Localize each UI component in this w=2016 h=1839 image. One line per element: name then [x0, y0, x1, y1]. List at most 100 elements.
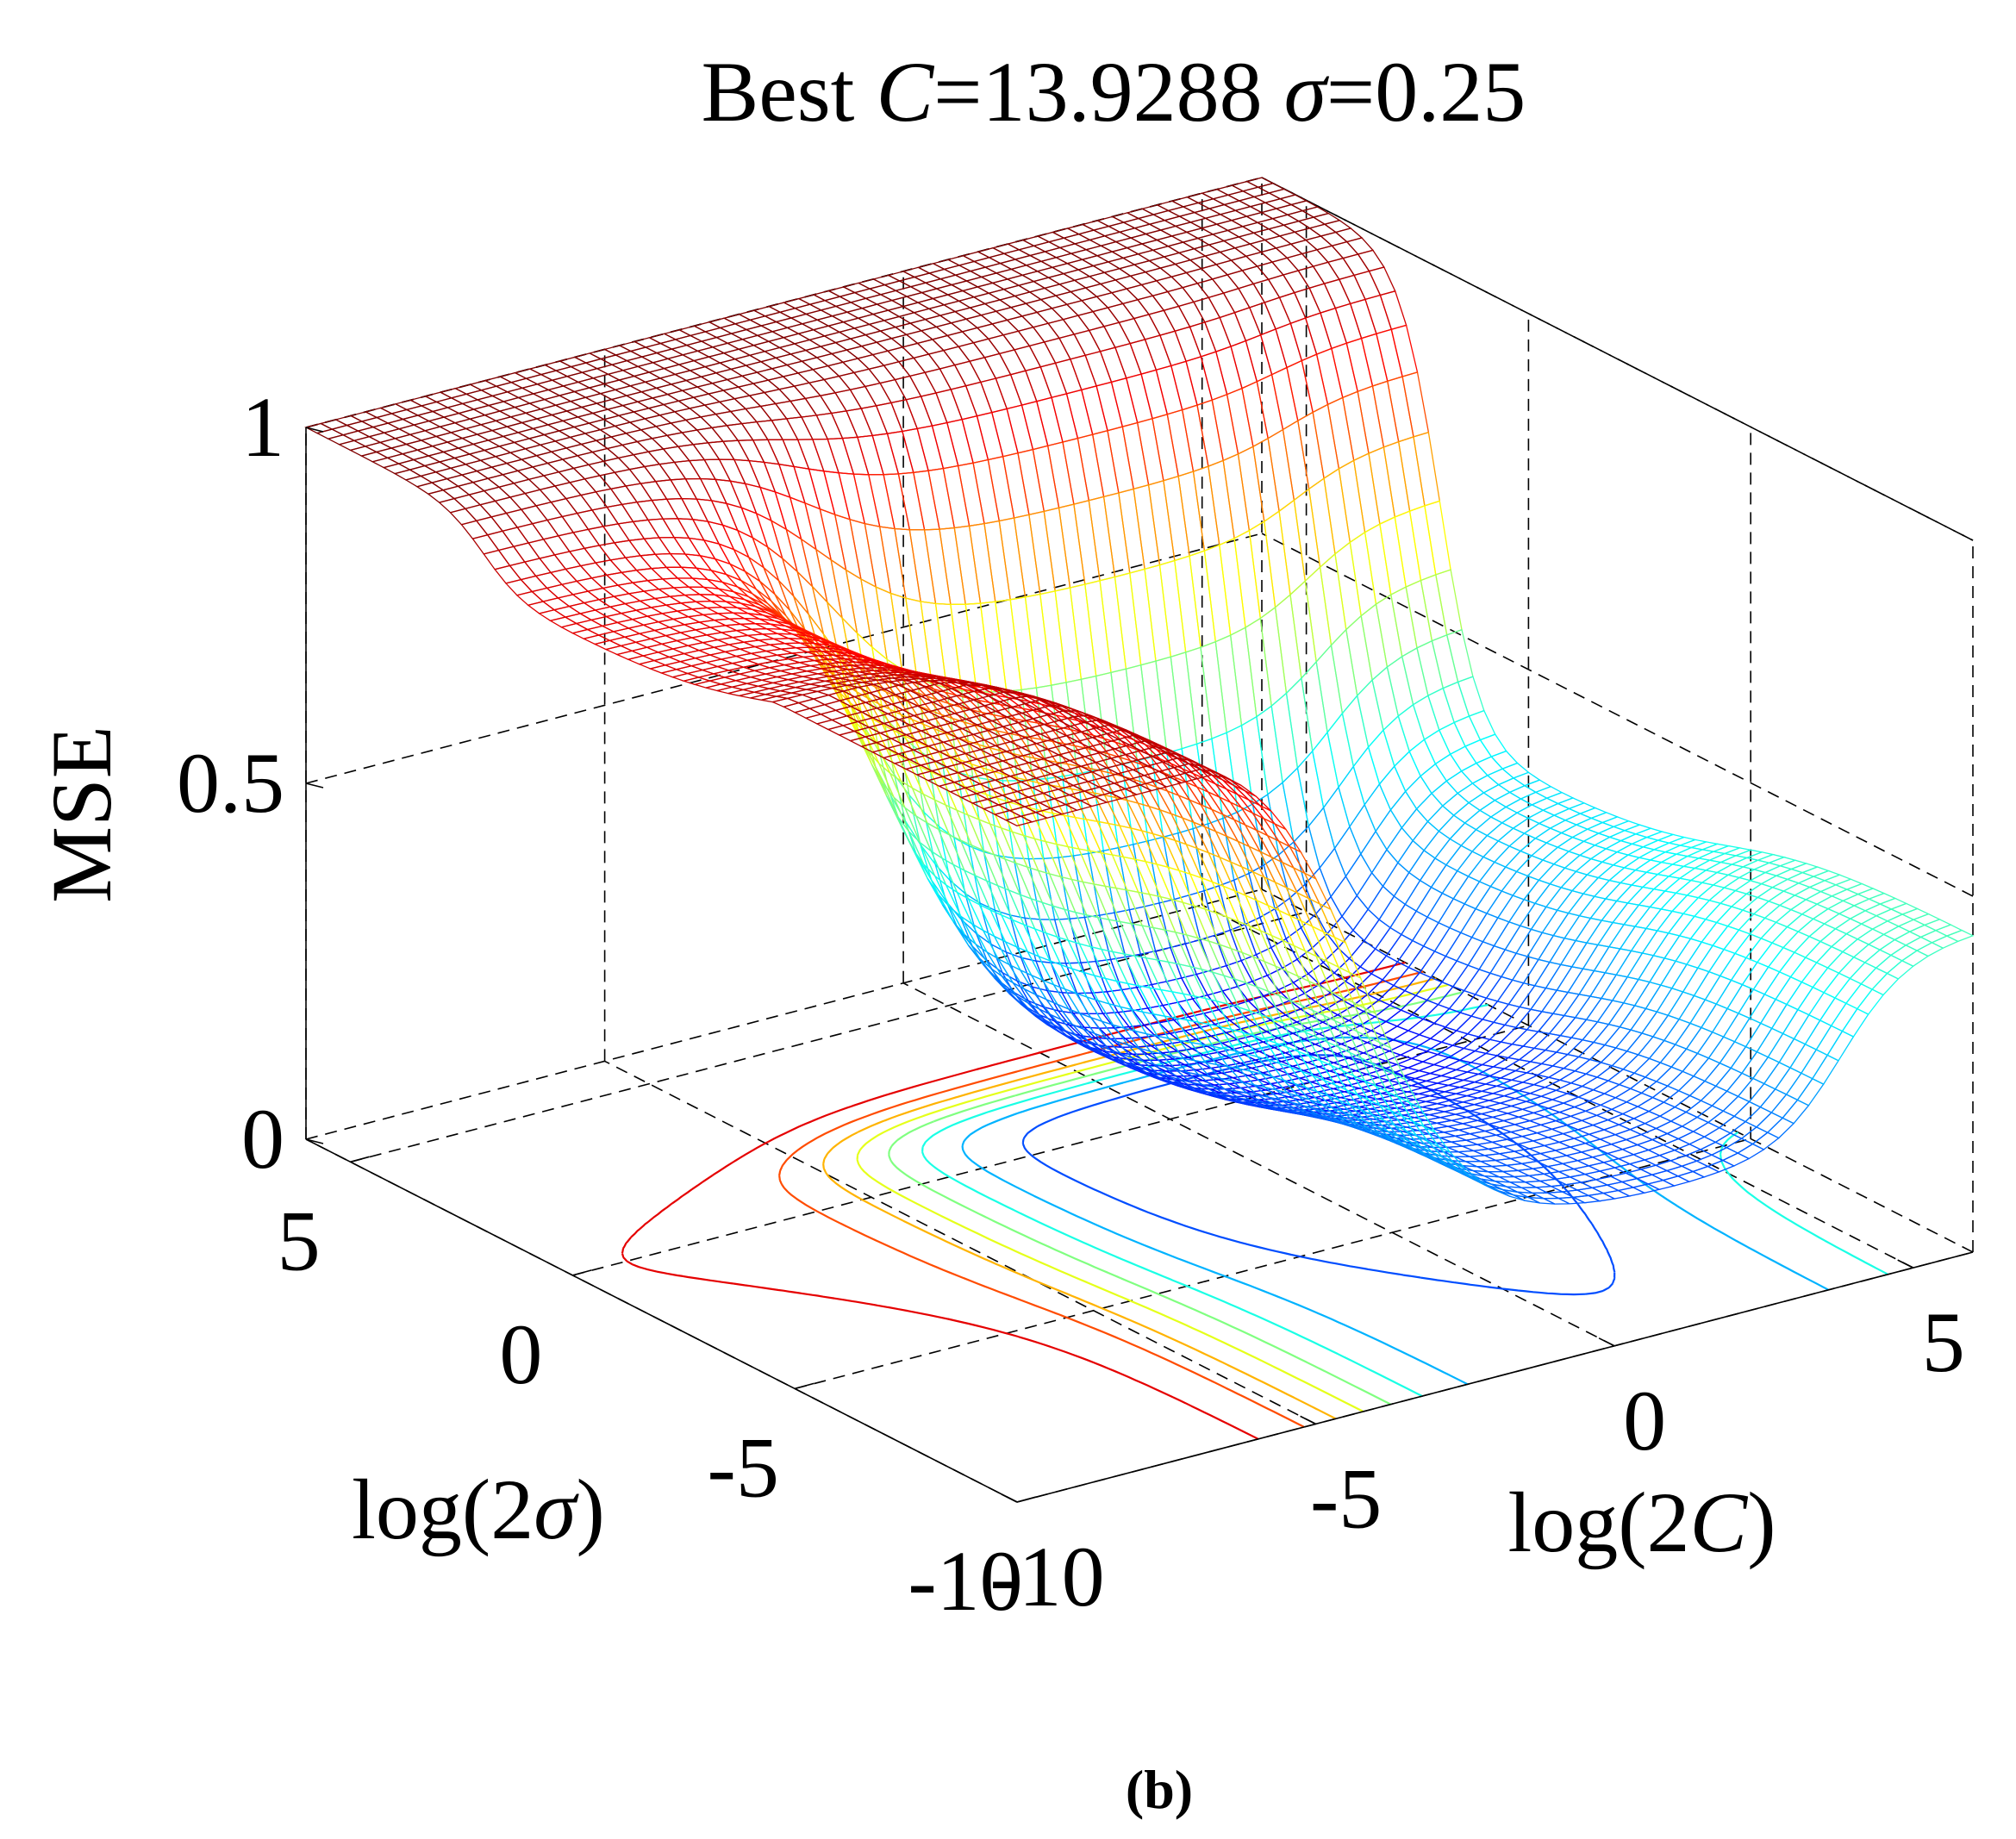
mesh-cell	[1445, 628, 1474, 683]
x-tick-label: 0	[1623, 1373, 1666, 1468]
mesh-cell	[1062, 234, 1092, 245]
mesh-cell	[1184, 646, 1213, 745]
mesh-cell	[624, 483, 653, 503]
mesh-cell	[1479, 1134, 1510, 1144]
mesh-cell	[643, 463, 672, 483]
mesh-cell	[475, 466, 504, 479]
mesh-cell	[953, 360, 982, 387]
mesh-cell	[1882, 926, 1912, 941]
mesh-cell	[923, 315, 953, 328]
mesh-cell	[1226, 387, 1254, 455]
mesh-cell	[1259, 805, 1287, 830]
mesh-cell	[894, 286, 924, 297]
mesh-cell	[1338, 764, 1365, 828]
mesh-cell	[1147, 256, 1177, 269]
mesh-cell	[1696, 1031, 1725, 1059]
mesh-cell	[364, 441, 393, 453]
mesh-cell	[572, 387, 602, 398]
mesh-cell	[1807, 991, 1836, 1021]
mesh-cell	[1819, 997, 1847, 1027]
mesh-cell	[692, 442, 721, 461]
mesh-cell	[1496, 895, 1526, 923]
mesh-cell	[1252, 437, 1280, 523]
mesh-cell	[763, 461, 791, 499]
mesh-cell	[804, 714, 834, 725]
mesh-cell	[446, 437, 475, 449]
mesh-cell	[1069, 583, 1097, 681]
mesh-cell	[1126, 373, 1153, 424]
mesh-cell	[849, 297, 879, 309]
mesh-cell	[438, 457, 468, 469]
mesh-cell	[654, 479, 683, 500]
mesh-cell	[953, 525, 982, 605]
mesh-cell	[1557, 1138, 1588, 1148]
mesh-cell	[980, 377, 1008, 414]
mesh-cell	[819, 392, 848, 415]
mesh-cell	[1214, 220, 1245, 232]
z-tick-mark	[305, 782, 324, 789]
mesh-cell	[353, 436, 383, 447]
mesh-cell	[912, 308, 942, 321]
mesh-cell	[1587, 1129, 1617, 1140]
mesh-cell	[1475, 885, 1503, 914]
mesh-cell	[1489, 949, 1518, 978]
mesh-cell	[1360, 333, 1389, 387]
mesh-cell	[931, 421, 959, 470]
mesh-cell	[1648, 1039, 1676, 1063]
mesh-cell	[1582, 1170, 1613, 1181]
mesh-cell	[913, 272, 943, 284]
mesh-cell	[553, 401, 584, 412]
mesh-cell	[1468, 1130, 1499, 1139]
mesh-cell	[471, 439, 502, 452]
mesh-cell	[1039, 257, 1070, 268]
mesh-cell	[815, 315, 846, 327]
mesh-cell	[1133, 840, 1160, 907]
mesh-cell	[665, 566, 694, 579]
mesh-cell	[957, 462, 985, 527]
mesh-cell	[449, 464, 478, 476]
mesh-cell	[902, 266, 932, 278]
mesh-cell	[409, 396, 439, 407]
mesh-cell	[782, 297, 812, 309]
mesh-cell	[827, 321, 857, 334]
mesh-cell	[1077, 433, 1105, 502]
mesh-cell	[1219, 247, 1248, 261]
mesh-cell	[1174, 259, 1203, 274]
mesh-cell	[628, 346, 658, 358]
mesh-cell	[871, 433, 900, 476]
mesh-cell	[1546, 1102, 1576, 1113]
mesh-cell	[521, 383, 551, 395]
mesh-cell	[939, 364, 967, 390]
mesh-cell	[1158, 559, 1187, 658]
mesh-cell	[1257, 1076, 1288, 1085]
mesh-cell	[1463, 969, 1492, 995]
mesh-cell	[1121, 217, 1152, 229]
mesh-cell	[520, 418, 550, 430]
mesh-cell	[860, 303, 890, 315]
mesh-cell	[621, 365, 651, 377]
mesh-cell	[793, 465, 821, 510]
mesh-cell	[685, 642, 716, 651]
mesh-cell	[1081, 385, 1108, 435]
mesh-cell	[614, 385, 644, 396]
mesh-cell	[1192, 465, 1220, 552]
mesh-cell	[767, 337, 796, 349]
mesh-cell	[1270, 366, 1299, 431]
mesh-cell	[1334, 541, 1362, 631]
mesh-cell	[849, 334, 878, 347]
mesh-cell	[509, 412, 539, 424]
mesh-cell	[1259, 606, 1288, 708]
mesh-cell	[465, 424, 494, 435]
mesh-cell	[1680, 1160, 1710, 1173]
mesh-cell	[1009, 370, 1038, 406]
mesh-cell	[1008, 888, 1036, 931]
mesh-cell	[945, 762, 975, 774]
mesh-cell	[1245, 177, 1275, 188]
mesh-cell	[700, 665, 731, 675]
mesh-cell	[635, 499, 665, 521]
mesh-cell	[527, 398, 558, 410]
mesh-cell	[719, 655, 750, 664]
mesh-cell	[706, 521, 735, 551]
mesh-cell	[669, 552, 698, 569]
mesh-cell	[782, 333, 812, 345]
